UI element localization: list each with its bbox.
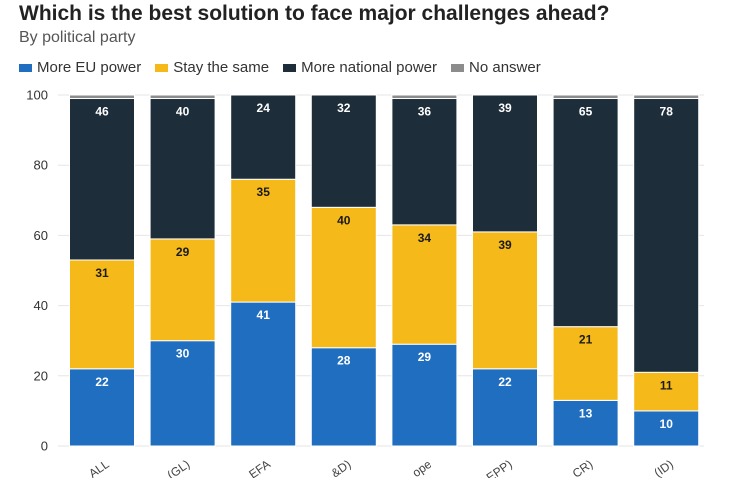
x-category-label: EFA [246, 457, 273, 478]
chart-title: Which is the best solution to face major… [19, 2, 610, 25]
data-label: 29 [176, 245, 190, 259]
data-label: 39 [498, 238, 512, 252]
data-label: 30 [176, 347, 190, 361]
data-label: 22 [95, 375, 109, 389]
data-label: 31 [95, 266, 109, 280]
x-category-label: CR) [570, 457, 596, 478]
y-tick-label-100: 100 [26, 88, 48, 103]
y-tick-label-20: 20 [34, 368, 48, 383]
legend-swatch-stay-the-same [155, 63, 169, 72]
x-category-label: ALL [86, 457, 112, 478]
bar-segment[interactable] [633, 94, 700, 100]
data-label: 11 [660, 378, 673, 392]
data-label: 10 [660, 417, 674, 431]
legend-item-more-eu-power[interactable]: More EU power [19, 59, 141, 76]
bar-segment[interactable] [552, 399, 619, 447]
y-tick-label-40: 40 [34, 298, 48, 313]
legend-swatch-more-national-power [283, 63, 297, 72]
legend-label-no-answer: No answer [469, 59, 541, 76]
data-label: 40 [337, 213, 351, 227]
bar-segment[interactable] [391, 98, 458, 226]
y-tick-label-80: 80 [34, 158, 48, 173]
legend-item-no-answer[interactable]: No answer [451, 59, 541, 76]
bar-segment[interactable] [230, 178, 297, 303]
bar-segment[interactable] [149, 238, 216, 342]
data-label: 46 [95, 105, 109, 119]
bar-segment[interactable] [552, 98, 619, 328]
bar-segment[interactable] [149, 94, 216, 100]
data-label: 13 [579, 406, 593, 420]
data-label: 24 [257, 101, 271, 115]
legend-swatch-more-eu-power [19, 63, 32, 72]
x-category-label: EPP) [484, 457, 515, 478]
bar-segment[interactable] [230, 301, 297, 447]
data-label: 35 [257, 185, 271, 199]
bar-segment[interactable] [149, 98, 216, 240]
bar-segment[interactable] [69, 259, 135, 370]
bar-segment[interactable] [633, 410, 700, 447]
data-label: 29 [418, 350, 432, 364]
bar-segment[interactable] [391, 94, 458, 100]
legend-item-stay-the-same[interactable]: Stay the same [155, 59, 269, 76]
data-label: 22 [498, 375, 512, 389]
bar-segment[interactable] [552, 326, 619, 401]
legend-label-more-national-power: More national power [301, 59, 438, 76]
bar-segment[interactable] [69, 94, 135, 100]
data-label: 21 [579, 333, 593, 347]
legend-item-more-national-power[interactable]: More national power [283, 59, 437, 76]
data-label: 36 [418, 105, 432, 119]
data-label: 39 [498, 101, 512, 115]
data-label: 32 [337, 101, 351, 115]
data-label: 40 [176, 105, 190, 119]
y-tick-label-0: 0 [41, 439, 48, 454]
data-label: 34 [418, 231, 432, 245]
legend-label-stay-the-same: Stay the same [173, 59, 270, 76]
bar-segment[interactable] [149, 340, 216, 447]
bar-segment[interactable] [310, 347, 377, 447]
chart-legend: More EU power Stay the same More nationa… [19, 59, 555, 76]
data-label: 65 [579, 105, 593, 119]
bar-segment[interactable] [391, 343, 458, 447]
bar-segment[interactable] [472, 94, 538, 233]
bar-segment[interactable] [472, 231, 538, 370]
bar-segment[interactable] [633, 371, 700, 412]
x-category-label: (ID) [652, 457, 676, 478]
bar-segment[interactable] [552, 94, 619, 100]
bar-segment[interactable] [69, 98, 135, 261]
bar-segment[interactable] [310, 94, 377, 208]
data-label: 41 [257, 308, 271, 322]
bar-segment[interactable] [230, 94, 297, 180]
bar-segment[interactable] [310, 206, 377, 349]
data-label: 78 [660, 105, 674, 119]
data-label: 28 [337, 354, 351, 368]
x-category-label: (GL) [165, 457, 193, 478]
y-tick-label-60: 60 [34, 228, 48, 243]
bar-segment[interactable] [69, 368, 135, 447]
chart-subtitle: By political party [19, 29, 136, 46]
x-category-label: ope [410, 457, 435, 478]
legend-label-more-eu-power: More EU power [37, 59, 142, 76]
legend-swatch-no-answer [451, 63, 465, 72]
bar-segment[interactable] [633, 98, 700, 373]
bar-segment[interactable] [472, 368, 538, 447]
x-category-label: &D) [329, 457, 354, 478]
